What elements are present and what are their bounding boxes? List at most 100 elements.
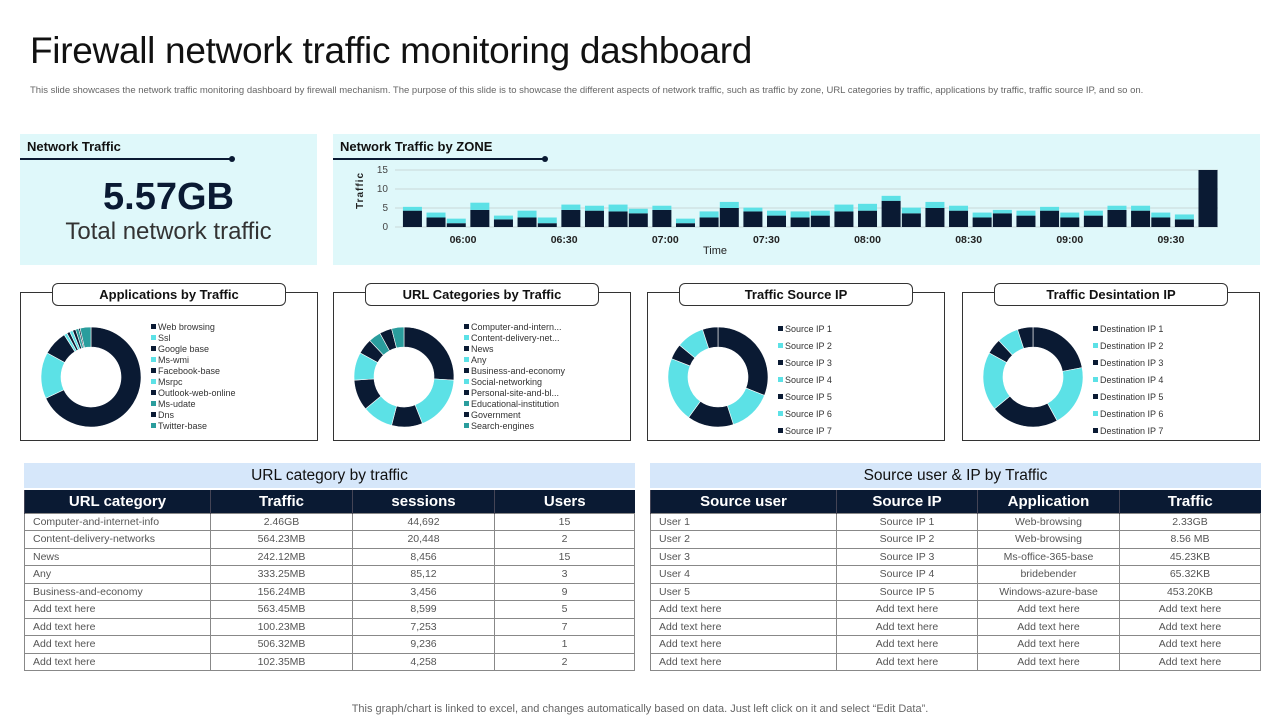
bar-segment[interactable] bbox=[537, 223, 557, 227]
bar-segment[interactable] bbox=[881, 200, 901, 227]
bar-segment[interactable] bbox=[426, 212, 446, 218]
bar-segment[interactable] bbox=[628, 213, 648, 227]
bar-segment[interactable] bbox=[790, 217, 810, 228]
bar-segment[interactable] bbox=[1174, 214, 1194, 220]
bar-segment[interactable] bbox=[561, 209, 581, 227]
bar-segment[interactable] bbox=[949, 210, 969, 227]
zone-bar-chart[interactable]: Traffic Time 0 5 10 15 06:00 06:30 07:00 07:30 0… bbox=[333, 134, 1260, 265]
bar-segment[interactable] bbox=[584, 210, 604, 227]
bar-segment[interactable] bbox=[652, 209, 672, 227]
donut-chart[interactable] bbox=[21, 293, 161, 442]
bar-segment[interactable] bbox=[675, 218, 695, 224]
bar-segment[interactable] bbox=[834, 211, 854, 227]
bar-segment[interactable] bbox=[699, 217, 719, 228]
table-cell: Add text here bbox=[650, 617, 837, 636]
footer-note: This graph/chart is linked to excel, and… bbox=[351, 703, 929, 715]
bar-segment[interactable] bbox=[1060, 212, 1080, 218]
bar-segment[interactable] bbox=[743, 207, 763, 212]
legend-item: Destination IP 2 bbox=[1093, 337, 1163, 354]
bar-segment[interactable] bbox=[719, 201, 739, 208]
bar-segment[interactable] bbox=[1040, 210, 1060, 227]
bar-segment[interactable] bbox=[925, 208, 945, 227]
bar-segment[interactable] bbox=[402, 210, 422, 227]
table-cell: Add text here bbox=[1119, 617, 1261, 636]
bar-segment[interactable] bbox=[517, 217, 537, 228]
bar-segment[interactable] bbox=[858, 210, 878, 227]
bar-segment[interactable] bbox=[628, 208, 648, 214]
donut-slice[interactable] bbox=[403, 326, 455, 381]
legend-label: Social-networking bbox=[471, 376, 543, 387]
bar-segment[interactable] bbox=[608, 211, 628, 227]
donut-slice[interactable] bbox=[1032, 326, 1083, 372]
bar-segment[interactable] bbox=[446, 223, 466, 227]
bar-segment[interactable] bbox=[561, 204, 581, 210]
bar-segment[interactable] bbox=[790, 211, 810, 218]
bar-segment[interactable] bbox=[493, 219, 513, 227]
legend-label: Msrpc bbox=[158, 376, 183, 387]
bar-segment[interactable] bbox=[949, 205, 969, 211]
donut-slice[interactable] bbox=[79, 326, 92, 349]
bar-segment[interactable] bbox=[901, 207, 921, 214]
bar-segment[interactable] bbox=[1174, 219, 1194, 227]
donut-slice[interactable] bbox=[45, 326, 142, 428]
donut-chart[interactable] bbox=[648, 293, 788, 442]
bar-segment[interactable] bbox=[992, 213, 1012, 227]
bar-segment[interactable] bbox=[1151, 212, 1171, 218]
bar-segment[interactable] bbox=[426, 217, 446, 228]
bar-segment[interactable] bbox=[493, 215, 513, 220]
bar-segment[interactable] bbox=[1107, 205, 1127, 210]
bar-segment[interactable] bbox=[810, 215, 830, 227]
bar-segment[interactable] bbox=[1040, 206, 1060, 211]
bar-segment[interactable] bbox=[1107, 209, 1127, 227]
table-cell: 3 bbox=[494, 565, 635, 584]
bar-segment[interactable] bbox=[1083, 215, 1103, 227]
bar-segment[interactable] bbox=[1151, 217, 1171, 228]
bar-segment[interactable] bbox=[834, 204, 854, 212]
donut-slice[interactable] bbox=[1017, 326, 1034, 349]
bar-segment[interactable] bbox=[537, 217, 557, 224]
bar-segment[interactable] bbox=[992, 209, 1012, 214]
bar-segment[interactable] bbox=[1198, 170, 1218, 227]
bar-segment[interactable] bbox=[470, 202, 490, 210]
donut-chart[interactable] bbox=[963, 293, 1103, 442]
bar-segment[interactable] bbox=[1131, 210, 1151, 227]
donut-slice[interactable] bbox=[414, 378, 455, 424]
bar-segment[interactable] bbox=[1016, 215, 1036, 227]
bar-segment[interactable] bbox=[972, 212, 992, 218]
bar-segment[interactable] bbox=[470, 209, 490, 227]
bar-segment[interactable] bbox=[517, 210, 537, 218]
legend-item: Social-networking bbox=[464, 376, 565, 387]
table-cell: 2 bbox=[494, 652, 635, 671]
donut-slice[interactable] bbox=[717, 326, 769, 396]
bar-segment[interactable] bbox=[881, 195, 901, 201]
legend-label: Destination IP 5 bbox=[1100, 391, 1164, 402]
legend-label: Government bbox=[471, 409, 521, 420]
bar-segment[interactable] bbox=[699, 211, 719, 218]
bar-segment[interactable] bbox=[925, 201, 945, 208]
donut-chart[interactable] bbox=[334, 293, 474, 442]
donut-slice[interactable] bbox=[702, 326, 719, 349]
donut-slice[interactable] bbox=[391, 326, 405, 349]
bar-segment[interactable] bbox=[446, 218, 466, 224]
bar-segment[interactable] bbox=[743, 211, 763, 227]
bar-segment[interactable] bbox=[1131, 205, 1151, 211]
bar-segment[interactable] bbox=[719, 208, 739, 227]
bar-segment[interactable] bbox=[608, 204, 628, 212]
donut-slice[interactable] bbox=[726, 387, 765, 425]
bar-segment[interactable] bbox=[675, 223, 695, 227]
bar-segment[interactable] bbox=[767, 210, 787, 216]
bar-segment[interactable] bbox=[972, 217, 992, 228]
bar-segment[interactable] bbox=[1016, 210, 1036, 216]
bar-segment[interactable] bbox=[901, 213, 921, 227]
bar-segment[interactable] bbox=[858, 203, 878, 211]
bar-segment[interactable] bbox=[402, 206, 422, 211]
bar-segment[interactable] bbox=[810, 210, 830, 216]
table-cell: 8.56 MB bbox=[1119, 530, 1261, 549]
bar-segment[interactable] bbox=[1083, 210, 1103, 216]
bar-segment[interactable] bbox=[584, 205, 604, 211]
x-axis-label: Time bbox=[703, 245, 727, 257]
bar-segment[interactable] bbox=[1060, 217, 1080, 228]
bar-segment[interactable] bbox=[652, 205, 672, 210]
bar-segment[interactable] bbox=[767, 215, 787, 227]
